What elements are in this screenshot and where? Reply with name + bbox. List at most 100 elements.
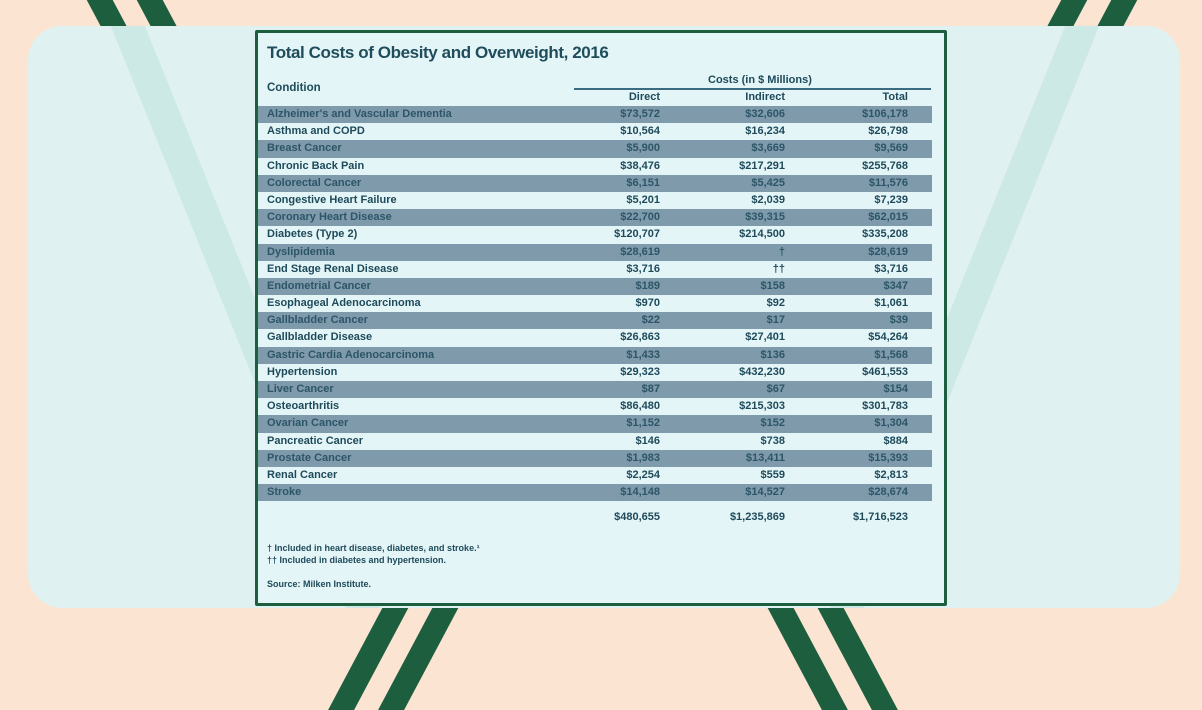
direct-cell: $87 bbox=[641, 383, 660, 395]
condition-cell: Ovarian Cancer bbox=[267, 417, 349, 430]
table-row: End Stage Renal Disease $3,716 †† $3,716 bbox=[258, 261, 932, 278]
direct-cell: $146 bbox=[635, 434, 660, 447]
totals-row: $480,655 $1,235,869 $1,716,523 bbox=[258, 509, 932, 526]
condition-cell: Colorectal Cancer bbox=[267, 176, 362, 189]
condition-cell: End Stage Renal Disease bbox=[267, 262, 399, 275]
total-indirect: $1,235,869 bbox=[729, 511, 785, 523]
table-row: Renal Cancer $2,254 $559 $2,813 bbox=[258, 467, 932, 484]
table-row: Esophageal Adenocarcinoma $970 $92 $1,061 bbox=[258, 295, 932, 312]
costs-group-header: Costs (in $ Millions) bbox=[708, 74, 812, 86]
condition-cell: Gallbladder Disease bbox=[267, 331, 373, 344]
table-row: Ovarian Cancer $1,152 $152 $1,304 bbox=[258, 415, 932, 433]
direct-cell: $6,151 bbox=[626, 176, 660, 189]
direct-header: Direct bbox=[628, 91, 660, 103]
condition-cell: Esophageal Adenocarcinoma bbox=[267, 297, 421, 310]
indirect-cell: $5,425 bbox=[751, 176, 785, 189]
condition-cell: Asthma and COPD bbox=[267, 125, 365, 138]
direct-cell: $189 bbox=[635, 279, 660, 292]
indirect-cell: $2,039 bbox=[751, 193, 785, 206]
total-cell: $1,304 bbox=[874, 417, 908, 430]
condition-cell: Congestive Heart Failure bbox=[267, 193, 397, 206]
indirect-cell: $92 bbox=[766, 297, 785, 310]
indirect-header: Indirect bbox=[745, 91, 785, 103]
indirect-cell: $67 bbox=[766, 383, 785, 395]
direct-cell: $86,480 bbox=[620, 400, 660, 413]
indirect-cell: $559 bbox=[760, 468, 785, 481]
table-row: Endometrial Cancer $189 $158 $347 bbox=[258, 277, 932, 296]
direct-cell: $5,900 bbox=[626, 142, 660, 155]
direct-cell: $29,323 bbox=[620, 365, 660, 378]
direct-cell: $5,201 bbox=[626, 193, 660, 206]
total-cell: $26,798 bbox=[868, 125, 908, 138]
condition-cell: Gallbladder Cancer bbox=[267, 314, 368, 327]
direct-cell: $1,983 bbox=[626, 451, 660, 464]
table-row: Chronic Back Pain $38,476 $217,291 $255,768 bbox=[258, 158, 932, 175]
direct-cell: $14,148 bbox=[620, 486, 660, 499]
direct-cell: $28,619 bbox=[620, 245, 660, 258]
indirect-cell: $432,230 bbox=[739, 365, 785, 378]
total-cell: $28,619 bbox=[868, 245, 908, 258]
table-title: Total Costs of Obesity and Overweight, 2… bbox=[267, 43, 609, 62]
header-rule bbox=[574, 88, 931, 90]
table-row: Gallbladder Cancer $22 $17 $39 bbox=[258, 312, 932, 330]
table-row: Asthma and COPD $10,564 $16,234 $26,798 bbox=[258, 123, 932, 140]
table-row: Diabetes (Type 2) $120,707 $214,500 $335,20… bbox=[258, 226, 932, 243]
indirect-cell: $136 bbox=[760, 348, 785, 361]
footnote-dagger: † Included in heart disease, diabetes, a… bbox=[267, 543, 480, 553]
condition-cell: Breast Cancer bbox=[267, 142, 342, 155]
direct-cell: $1,433 bbox=[626, 348, 660, 361]
table-row: Hypertension $29,323 $432,230 $461,553 bbox=[258, 364, 932, 381]
total-cell: $15,393 bbox=[868, 451, 908, 464]
table-row: Alzheimer's and Vascular Dementia $73,572… bbox=[258, 106, 932, 124]
total-cell: $1,568 bbox=[874, 348, 908, 361]
direct-cell: $1,152 bbox=[626, 417, 660, 430]
direct-cell: $38,476 bbox=[620, 159, 660, 172]
table-row: Stroke $14,148 $14,527 $28,674 bbox=[258, 484, 932, 502]
condition-cell: Chronic Back Pain bbox=[267, 159, 365, 172]
total-cell: $62,015 bbox=[868, 211, 908, 224]
indirect-cell: † bbox=[778, 245, 785, 258]
condition-cell: Gastric Cardia Adenocarcinoma bbox=[267, 348, 435, 361]
total-cell: $154 bbox=[883, 383, 908, 395]
direct-cell: $2,254 bbox=[626, 468, 660, 481]
indirect-cell: $215,303 bbox=[739, 400, 785, 413]
total-total: $1,716,523 bbox=[852, 511, 908, 523]
indirect-cell: $152 bbox=[760, 417, 785, 430]
total-cell: $1,061 bbox=[874, 297, 908, 310]
condition-cell: Diabetes (Type 2) bbox=[267, 228, 358, 241]
direct-cell: $970 bbox=[635, 297, 660, 310]
condition-cell: Liver Cancer bbox=[267, 383, 334, 395]
source-note: Source: Milken Institute. bbox=[267, 579, 372, 589]
total-cell: $7,239 bbox=[874, 193, 908, 206]
indirect-cell: $738 bbox=[760, 434, 785, 447]
indirect-cell: $39,315 bbox=[745, 211, 785, 224]
direct-cell: $10,564 bbox=[620, 125, 660, 138]
indirect-cell: $17 bbox=[766, 314, 785, 327]
table-row: Prostate Cancer $1,983 $13,411 $15,393 bbox=[258, 449, 932, 467]
direct-cell: $3,716 bbox=[626, 262, 660, 275]
condition-cell: Endometrial Cancer bbox=[267, 279, 371, 292]
condition-cell: Osteoarthritis bbox=[267, 400, 340, 413]
total-cell: $335,208 bbox=[862, 228, 908, 241]
indirect-cell: $3,669 bbox=[751, 142, 785, 155]
table-body: Alzheimer's and Vascular Dementia $73,572… bbox=[258, 106, 932, 502]
costs-table-card: Total Costs of Obesity and Overweight, 2… bbox=[255, 30, 947, 606]
condition-cell: Pancreatic Cancer bbox=[267, 434, 363, 447]
total-cell: $54,264 bbox=[868, 331, 908, 344]
condition-cell: Renal Cancer bbox=[267, 468, 338, 481]
indirect-cell: $158 bbox=[760, 279, 785, 292]
indirect-cell: $16,234 bbox=[745, 125, 785, 138]
table-row: Colorectal Cancer $6,151 $5,425 $11,576 bbox=[258, 174, 932, 192]
footnote-double-dagger: †† Included in diabetes and hypertension… bbox=[267, 555, 447, 565]
table-row: Dyslipidemia $28,619 † $28,619 bbox=[258, 243, 932, 261]
table-row: Breast Cancer $5,900 $3,669 $9,569 bbox=[258, 140, 932, 158]
table-row: Congestive Heart Failure $5,201 $2,039 $7,2… bbox=[258, 192, 932, 209]
total-cell: $255,768 bbox=[862, 159, 908, 172]
table-row: Gastric Cardia Adenocarcinoma $1,433 $136 $… bbox=[258, 346, 932, 364]
indirect-cell: $32,606 bbox=[745, 108, 785, 120]
total-cell: $2,813 bbox=[874, 468, 908, 481]
direct-cell: $120,707 bbox=[614, 228, 660, 241]
table-row: Osteoarthritis $86,480 $215,303 $301,783 bbox=[258, 398, 932, 415]
direct-cell: $26,863 bbox=[620, 331, 660, 344]
indirect-cell: $14,527 bbox=[745, 486, 785, 499]
